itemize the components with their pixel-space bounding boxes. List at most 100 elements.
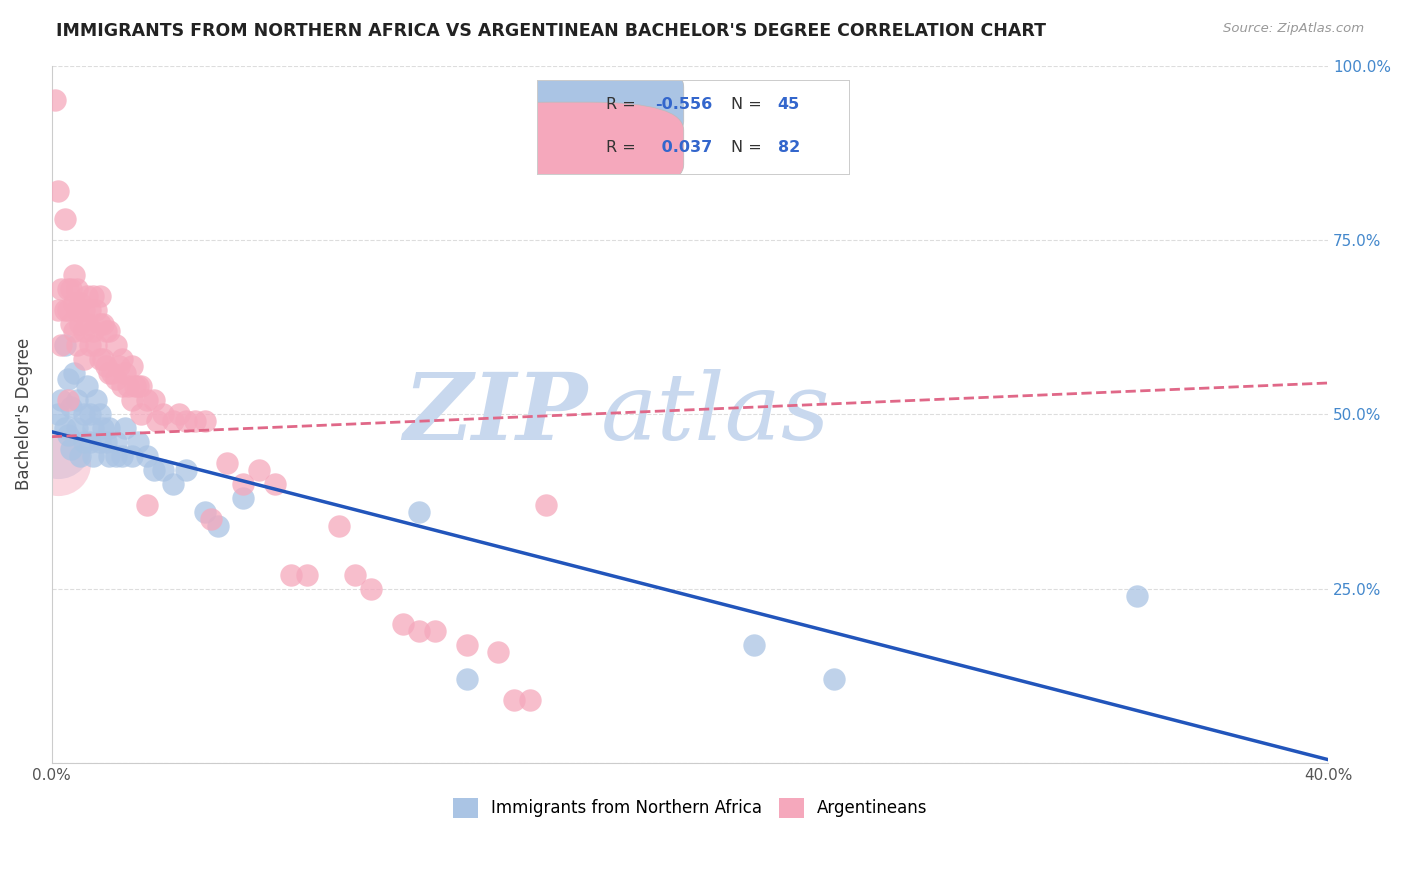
Point xyxy=(536,498,558,512)
Point xyxy=(73,435,96,450)
Point xyxy=(503,693,526,707)
Point xyxy=(162,477,184,491)
Point xyxy=(91,317,114,331)
Point xyxy=(73,351,96,366)
Point xyxy=(117,379,139,393)
Point xyxy=(73,302,96,317)
Text: Source: ZipAtlas.com: Source: ZipAtlas.com xyxy=(1223,22,1364,36)
Point xyxy=(69,295,91,310)
Point xyxy=(121,449,143,463)
Point xyxy=(53,421,76,435)
Point xyxy=(136,449,159,463)
Point xyxy=(66,421,89,435)
Point xyxy=(1125,589,1147,603)
Point xyxy=(111,379,134,393)
Point xyxy=(51,393,73,408)
Point xyxy=(76,289,98,303)
Point xyxy=(101,366,124,380)
Point xyxy=(56,282,79,296)
Point xyxy=(59,442,82,457)
Point xyxy=(823,673,845,687)
Point xyxy=(59,282,82,296)
Point xyxy=(79,302,101,317)
Y-axis label: Bachelor's Degree: Bachelor's Degree xyxy=(15,338,32,491)
Point xyxy=(66,302,89,317)
Point xyxy=(86,302,108,317)
Point xyxy=(63,268,86,282)
Point xyxy=(76,379,98,393)
Point xyxy=(98,324,121,338)
Point xyxy=(217,456,239,470)
Point xyxy=(114,366,136,380)
Point xyxy=(519,693,541,707)
Point xyxy=(53,302,76,317)
Point xyxy=(89,435,111,450)
Point xyxy=(488,644,510,658)
Legend: Immigrants from Northern Africa, Argentineans: Immigrants from Northern Africa, Argenti… xyxy=(446,791,934,824)
Point xyxy=(280,567,302,582)
Point xyxy=(121,393,143,408)
Point xyxy=(53,212,76,227)
Point xyxy=(174,463,197,477)
Point xyxy=(86,393,108,408)
Point xyxy=(56,372,79,386)
Point xyxy=(98,449,121,463)
Point xyxy=(391,616,413,631)
Point xyxy=(169,408,191,422)
Point xyxy=(66,393,89,408)
Point xyxy=(742,638,765,652)
Point xyxy=(79,435,101,450)
Text: IMMIGRANTS FROM NORTHERN AFRICA VS ARGENTINEAN BACHELOR'S DEGREE CORRELATION CHA: IMMIGRANTS FROM NORTHERN AFRICA VS ARGEN… xyxy=(56,22,1046,40)
Point xyxy=(360,582,382,596)
Point xyxy=(56,393,79,408)
Point xyxy=(129,408,152,422)
Point xyxy=(107,359,129,373)
Point xyxy=(124,379,146,393)
Point xyxy=(44,94,66,108)
Point xyxy=(91,351,114,366)
Point xyxy=(51,337,73,351)
Point xyxy=(89,351,111,366)
Point xyxy=(207,519,229,533)
Text: atlas: atlas xyxy=(600,369,830,459)
Point xyxy=(73,324,96,338)
Point xyxy=(56,302,79,317)
Point xyxy=(343,567,366,582)
Point xyxy=(63,366,86,380)
Point xyxy=(82,324,104,338)
Point xyxy=(295,567,318,582)
Point xyxy=(200,512,222,526)
Point xyxy=(423,624,446,638)
Point xyxy=(94,435,117,450)
Point xyxy=(127,379,149,393)
Point xyxy=(232,477,254,491)
Point xyxy=(46,456,69,470)
Point xyxy=(142,393,165,408)
Point xyxy=(69,449,91,463)
Point xyxy=(456,673,478,687)
Point xyxy=(94,324,117,338)
Point xyxy=(98,366,121,380)
Point xyxy=(142,463,165,477)
Point xyxy=(89,317,111,331)
Point xyxy=(174,414,197,428)
Point xyxy=(121,359,143,373)
Point xyxy=(114,421,136,435)
Point xyxy=(59,317,82,331)
Point xyxy=(136,498,159,512)
Point xyxy=(46,302,69,317)
Point xyxy=(456,638,478,652)
Point xyxy=(66,282,89,296)
Point xyxy=(79,408,101,422)
Point xyxy=(73,408,96,422)
Point xyxy=(89,289,111,303)
Point xyxy=(129,379,152,393)
Point xyxy=(162,414,184,428)
Point xyxy=(194,505,217,519)
Text: ZIP: ZIP xyxy=(404,369,588,459)
Point xyxy=(98,421,121,435)
Point xyxy=(408,505,430,519)
Point xyxy=(152,463,174,477)
Point xyxy=(328,519,350,533)
Point xyxy=(127,435,149,450)
